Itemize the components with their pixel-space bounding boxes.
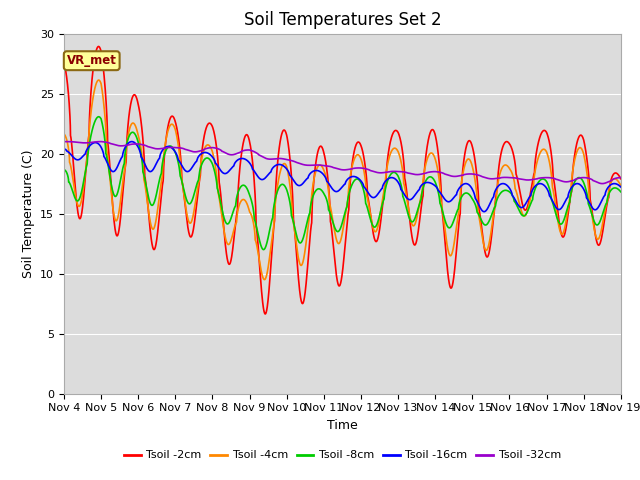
Tsoil -2cm: [617, 176, 625, 182]
Tsoil -32cm: [274, 156, 282, 162]
Line: Tsoil -32cm: Tsoil -32cm: [64, 142, 621, 183]
Tsoil -2cm: [157, 198, 164, 204]
Tsoil -32cm: [298, 161, 305, 167]
Tsoil -4cm: [95, 77, 102, 83]
Tsoil -8cm: [298, 238, 306, 244]
Tsoil -16cm: [157, 151, 164, 156]
Tsoil -2cm: [606, 180, 614, 186]
Tsoil -4cm: [157, 182, 164, 188]
Tsoil -4cm: [260, 276, 268, 282]
Line: Tsoil -16cm: Tsoil -16cm: [64, 142, 621, 212]
Tsoil -2cm: [547, 144, 554, 150]
Tsoil -32cm: [124, 142, 131, 148]
Tsoil -8cm: [547, 189, 554, 195]
Tsoil -8cm: [260, 247, 268, 252]
Tsoil -2cm: [261, 311, 269, 317]
Tsoil -16cm: [547, 194, 554, 200]
Tsoil -8cm: [606, 188, 614, 194]
Tsoil -8cm: [95, 114, 102, 120]
Line: Tsoil -8cm: Tsoil -8cm: [64, 117, 621, 250]
Tsoil -16cm: [128, 139, 136, 144]
Title: Soil Temperatures Set 2: Soil Temperatures Set 2: [244, 11, 441, 29]
Tsoil -32cm: [60, 139, 68, 144]
Tsoil -4cm: [547, 164, 554, 169]
Tsoil -16cm: [60, 146, 68, 152]
Tsoil -4cm: [274, 180, 282, 186]
Tsoil -16cm: [124, 141, 131, 147]
Tsoil -2cm: [298, 300, 306, 306]
Tsoil -8cm: [617, 189, 625, 195]
Tsoil -2cm: [274, 157, 282, 163]
Tsoil -16cm: [274, 162, 282, 168]
Tsoil -2cm: [95, 44, 102, 49]
Tsoil -2cm: [60, 60, 68, 66]
Tsoil -32cm: [606, 178, 614, 184]
X-axis label: Time: Time: [327, 419, 358, 432]
Line: Tsoil -2cm: Tsoil -2cm: [64, 47, 621, 314]
Y-axis label: Soil Temperature (C): Soil Temperature (C): [22, 149, 35, 278]
Tsoil -8cm: [274, 187, 282, 193]
Tsoil -4cm: [298, 262, 306, 267]
Tsoil -16cm: [298, 181, 306, 187]
Line: Tsoil -4cm: Tsoil -4cm: [64, 80, 621, 279]
Tsoil -4cm: [60, 131, 68, 137]
Tsoil -32cm: [598, 180, 606, 186]
Tsoil -16cm: [606, 182, 614, 188]
Tsoil -8cm: [60, 167, 68, 172]
Tsoil -4cm: [124, 135, 132, 141]
Tsoil -16cm: [617, 184, 625, 190]
Tsoil -4cm: [617, 182, 625, 188]
Tsoil -32cm: [546, 175, 554, 180]
Tsoil -32cm: [617, 175, 625, 180]
Tsoil -8cm: [157, 172, 164, 178]
Text: VR_met: VR_met: [67, 54, 116, 67]
Tsoil -8cm: [124, 137, 132, 143]
Tsoil -16cm: [480, 209, 488, 215]
Tsoil -32cm: [157, 146, 164, 152]
Tsoil -2cm: [124, 126, 132, 132]
Tsoil -4cm: [606, 181, 614, 187]
Legend: Tsoil -2cm, Tsoil -4cm, Tsoil -8cm, Tsoil -16cm, Tsoil -32cm: Tsoil -2cm, Tsoil -4cm, Tsoil -8cm, Tsoi…: [120, 446, 565, 465]
